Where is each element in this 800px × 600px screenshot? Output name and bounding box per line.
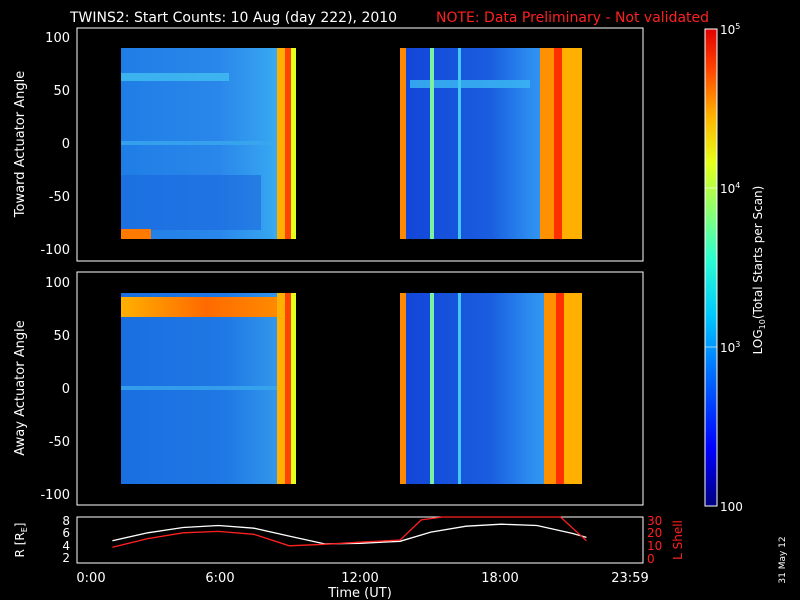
away-ytick-0: 0 bbox=[62, 382, 70, 397]
colorbar-tick-label: 100 bbox=[720, 500, 743, 514]
l-tick-10: 10 bbox=[647, 539, 662, 553]
toward-block-right-yellow-right bbox=[562, 48, 582, 239]
toward-block-left-lowband bbox=[121, 175, 261, 230]
away-block-right-red-right bbox=[556, 293, 564, 484]
toward-block-left-stripe bbox=[121, 73, 229, 81]
orbit-right-axis: 30 20 10 0 bbox=[647, 514, 662, 566]
away-block-left-red-edge bbox=[277, 293, 285, 484]
colorbar-tick-label: 104 bbox=[720, 181, 740, 196]
away-y-axis: 100 50 0 -50 -100 bbox=[40, 276, 70, 503]
colorbar: 105 104 103 100 LOG10(Total Starts per Scan… bbox=[705, 22, 767, 514]
xtick-1800: 18:00 bbox=[481, 571, 518, 586]
away-block-left-redband bbox=[121, 297, 291, 317]
toward-ytick-neg50: -50 bbox=[49, 190, 70, 205]
x-axis-label: Time (UT) bbox=[327, 586, 392, 600]
toward-ytick-0: 0 bbox=[62, 137, 70, 152]
away-block-right-cyan2 bbox=[458, 293, 461, 484]
colorbar-label: LOG10(Total Starts per Scan) bbox=[751, 186, 767, 355]
toward-block-right-red-right bbox=[554, 48, 562, 239]
xtick-1200: 12:00 bbox=[341, 571, 378, 586]
toward-ylabel: Toward Actuator Angle bbox=[13, 71, 28, 218]
colorbar-tick-label: 103 bbox=[720, 340, 740, 355]
toward-block-right-cyan1 bbox=[430, 48, 434, 239]
away-block-right-cyan1 bbox=[430, 293, 434, 484]
toward-block-left-red-edge bbox=[277, 48, 285, 239]
away-ytick-100: 100 bbox=[45, 276, 70, 291]
l-tick-0: 0 bbox=[647, 552, 655, 566]
away-block-right-yellow-right bbox=[564, 293, 582, 484]
toward-ytick-50: 50 bbox=[53, 84, 70, 99]
xtick-0600: 6:00 bbox=[205, 571, 234, 586]
away-panel: 100 50 0 -50 -100 Away Actuator Angle bbox=[13, 272, 643, 505]
away-block-left-yellow-edge bbox=[291, 293, 296, 484]
toward-block-right-orange1 bbox=[400, 48, 406, 239]
toward-block-left-yellow-edge bbox=[291, 48, 296, 239]
xtick-2359: 23:59 bbox=[611, 571, 648, 586]
orbit-left-axis: 8 6 4 2 bbox=[62, 514, 70, 565]
colorbar-scale bbox=[705, 29, 717, 506]
away-ylabel: Away Actuator Angle bbox=[13, 320, 28, 455]
away-block-right-orange-right bbox=[544, 293, 556, 484]
date-stamp: 31 May 12 bbox=[778, 536, 788, 583]
orbit-panel: 8 6 4 2 R [RE] 30 20 10 0 L Shell 0:00 6… bbox=[13, 514, 685, 600]
colorbar-tick-label: 105 bbox=[720, 22, 740, 37]
toward-block-right-orange-right bbox=[540, 48, 554, 239]
chart-title: TWINS2: Start Counts: 10 Aug (day 222), … bbox=[69, 10, 397, 26]
toward-block-left-zero-stripe bbox=[121, 141, 281, 145]
preliminary-note: NOTE: Data Preliminary - Not validated bbox=[436, 10, 709, 26]
away-ytick-neg50: -50 bbox=[49, 435, 70, 450]
toward-block-left-bottom-red bbox=[121, 229, 151, 239]
away-block-right-orange1 bbox=[400, 293, 406, 484]
toward-ytick-neg100: -100 bbox=[40, 243, 70, 258]
toward-panel: 100 50 0 -50 -100 Toward Actuator Angle bbox=[13, 28, 643, 261]
l-shell-axis-label: L Shell bbox=[671, 520, 685, 560]
x-axis: 0:00 6:00 12:00 18:00 23:59 bbox=[76, 571, 648, 586]
away-block-left-red-edge2 bbox=[285, 293, 291, 484]
toward-block-right-stripe bbox=[410, 80, 530, 88]
toward-block-right-cyan2 bbox=[458, 48, 461, 239]
away-ytick-neg100: -100 bbox=[40, 488, 70, 503]
toward-ytick-100: 100 bbox=[45, 31, 70, 46]
away-block-left-zero-stripe bbox=[121, 386, 281, 390]
xtick-0000: 0:00 bbox=[76, 571, 105, 586]
orbit-plot-frame bbox=[77, 517, 643, 563]
toward-block-left-red-edge2 bbox=[285, 48, 291, 239]
r-tick-6: 6 bbox=[62, 526, 70, 540]
away-ytick-50: 50 bbox=[53, 329, 70, 344]
r-axis-label: R [RE] bbox=[13, 523, 29, 558]
r-tick-2: 2 bbox=[62, 551, 70, 565]
toward-y-axis: 100 50 0 -50 -100 bbox=[40, 31, 70, 258]
l-tick-20: 20 bbox=[647, 526, 662, 540]
